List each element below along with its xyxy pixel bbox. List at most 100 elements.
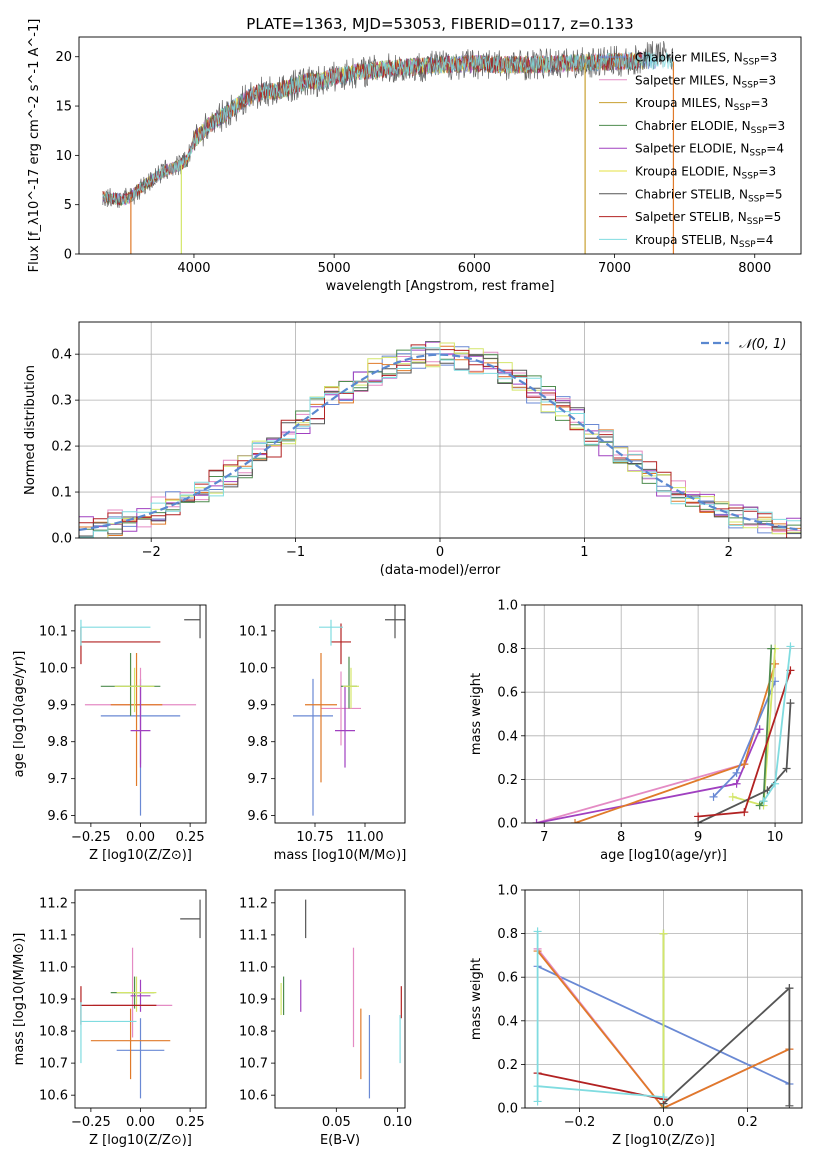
weight-marker: [533, 927, 542, 936]
legend-subscript: SSP: [742, 80, 759, 90]
weight-marker: [767, 644, 776, 653]
x-tick-label: 10: [767, 830, 784, 845]
weight-marker: [786, 642, 795, 651]
weight-marker: [740, 808, 749, 817]
x-tick-label: −1: [286, 545, 305, 560]
axes-frame: [74, 604, 207, 824]
weight-marker: [571, 819, 580, 823]
axes-frame: [274, 604, 406, 824]
weight-marker: [759, 797, 768, 806]
y-tick-label: 11.1: [39, 928, 68, 943]
y-tick-label: 9.9: [247, 698, 268, 713]
y-axis-label: age [log10(age/yr)]: [12, 651, 27, 778]
panel-mass_vs_ebv: 0.05 0.10 10.6 10.7 10.8 10.9 11.0 11.1 11.2 E(B-…: [239, 889, 412, 1148]
x-tick-label: 7: [540, 830, 548, 845]
y-tick-label: 0.3: [51, 394, 72, 409]
weight-line: [536, 950, 790, 1108]
y-tick-label: 11.0: [39, 960, 68, 975]
y-tick-label: 0.2: [497, 1058, 518, 1073]
x-tick-label: −2: [142, 545, 161, 560]
x-axis-label: wavelength [Angstrom, rest frame]: [326, 279, 555, 294]
y-tick-label: 10.6: [39, 1089, 68, 1104]
x-tick-label: 0.25: [176, 1115, 205, 1130]
legend-count: =3: [767, 119, 785, 133]
weight-marker: [786, 699, 795, 708]
x-axis-label: Z [log10(Z/Z⊙)]: [612, 1133, 715, 1148]
legend-subscript: SSP: [743, 58, 760, 68]
weight-marker: [740, 760, 749, 769]
weight-marker: [785, 1101, 794, 1108]
panel-mass_vs_Z: −0.25 0.00 0.25 10.6 10.7 10.8 10.9 11.0 11.1 11.…: [12, 889, 207, 1148]
y-tick-label: 15: [55, 100, 72, 115]
x-tick-label: 0.2: [737, 1115, 758, 1130]
plot-content: [532, 642, 795, 823]
legend: Chabrier MILES, NSSP=3 Salpeter MILES, NS…: [599, 51, 785, 250]
y-tick-label: 9.7: [47, 772, 68, 787]
y-tick-label: 9.9: [47, 698, 68, 713]
y-tick-label: 10.9: [39, 993, 68, 1008]
weight-line: [536, 763, 745, 823]
y-tick-label: 0.0: [497, 1102, 518, 1117]
figure-title: PLATE=1363, MJD=53053, FIBERID=0117, z=0…: [246, 15, 633, 33]
weight-line: [697, 703, 792, 823]
x-axis-label: (data-model)/error: [380, 563, 501, 578]
y-tick-label: 10.0: [239, 661, 268, 676]
y-axis-label: mass [log10(M/M⊙)]: [12, 933, 27, 1066]
plot-content: [80, 899, 201, 1099]
x-tick-label: 10.75: [296, 830, 333, 845]
x-axis-label: Z [log10(Z/Z⊙)]: [89, 848, 192, 863]
weight-marker: [659, 1093, 668, 1102]
legend-count: =4: [766, 142, 784, 156]
y-tick-label: 10.1: [239, 624, 268, 639]
weight-marker: [755, 801, 764, 810]
axes-frame: [524, 604, 803, 824]
y-tick-label: 1.0: [497, 599, 518, 614]
y-axis-label: mass weight: [469, 958, 484, 1040]
legend-label: Kroupa ELODIE, NSSP=3: [635, 165, 776, 182]
legend-subscript: SSP: [751, 126, 768, 136]
x-tick-label: 9: [694, 830, 702, 845]
legend-count: =4: [756, 233, 774, 247]
x-tick-label: 0: [436, 545, 444, 560]
legend-count: =5: [764, 210, 782, 224]
x-tick-label: 5000: [318, 261, 351, 276]
axes-frame: [78, 321, 802, 539]
y-tick-label: 10: [55, 149, 72, 164]
y-tick-label: 0.2: [497, 773, 518, 788]
y-tick-label: 11.1: [239, 928, 268, 943]
legend-label: Salpeter ELODIE, NSSP=4: [635, 142, 784, 159]
panel-spectrum: 4000 5000 6000 7000 8000 0 5 10 15 20 wavelength […: [27, 19, 802, 294]
weight-marker: [782, 764, 791, 773]
weight-marker: [732, 779, 741, 788]
y-tick-label: 0.0: [51, 532, 72, 547]
weight-marker: [709, 792, 718, 801]
plot-area: [275, 605, 405, 823]
y-tick-label: 10.0: [39, 661, 68, 676]
y-tick-label: 9.7: [247, 772, 268, 787]
x-tick-label: 0.00: [126, 1115, 155, 1130]
legend-count: =5: [765, 187, 783, 201]
axes-frame: [74, 889, 207, 1109]
plot-content: [293, 605, 405, 816]
y-tick-label: 1.0: [497, 884, 518, 899]
y-tick-label: 11.0: [239, 960, 268, 975]
legend-count: =3: [758, 165, 776, 179]
y-tick-label: 0.0: [497, 817, 518, 832]
x-tick-label: 8: [617, 830, 625, 845]
weight-marker: [732, 768, 741, 777]
x-tick-label: 6000: [458, 261, 491, 276]
axes-frame: [524, 889, 803, 1109]
weight-marker: [659, 929, 668, 938]
panel-age_vs_Z: −0.25 0.00 0.25 9.6 9.7 9.8 9.9 10.0 10.1 Z [log1…: [12, 604, 207, 863]
legend-subscript: SSP: [734, 103, 751, 113]
y-tick-label: 10.7: [239, 1057, 268, 1072]
legend-label: Kroupa STELIB, NSSP=4: [635, 233, 773, 250]
weight-marker: [532, 819, 541, 823]
x-tick-label: 0.25: [176, 830, 205, 845]
axes-frame: [274, 889, 406, 1109]
y-tick-label: 0.6: [497, 686, 518, 701]
y-tick-label: 9.8: [47, 735, 68, 750]
legend-label: Chabrier STELIB, NSSP=5: [635, 187, 783, 204]
y-axis-label: Normed distribution: [23, 365, 38, 495]
